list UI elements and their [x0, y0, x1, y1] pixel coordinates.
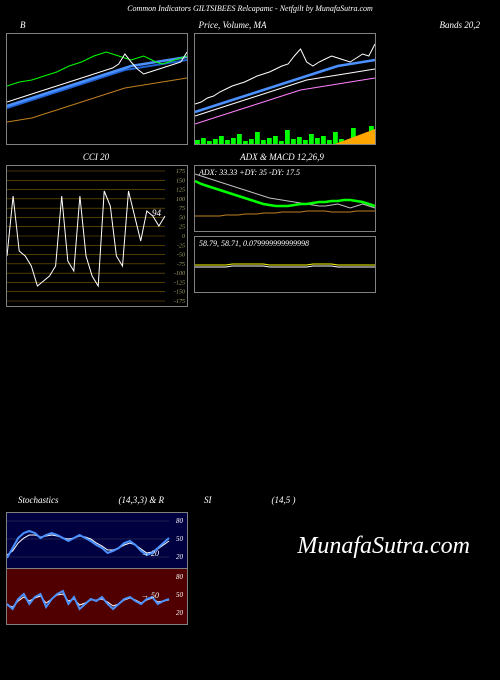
svg-text:80: 80: [176, 573, 184, 581]
svg-text:25: 25: [179, 225, 185, 231]
stoch-top-chart: 80 50 20 → 20: [6, 512, 188, 569]
svg-text:50: 50: [176, 535, 184, 543]
watermark: MunafaSutra.com: [297, 533, 470, 560]
stoch-top-anno: → 20: [141, 549, 159, 558]
svg-text:-75: -75: [177, 262, 185, 268]
price-volume-chart: [194, 33, 376, 145]
bollinger-chart: [6, 33, 188, 145]
price-volume-panel: [194, 33, 376, 145]
bollinger-title-right: Bands 20,2: [439, 17, 480, 33]
svg-text:-125: -125: [174, 280, 185, 286]
svg-text:-50: -50: [177, 253, 185, 259]
macd-chart: 58.79, 58.71, 0.079999999999998: [194, 236, 376, 293]
svg-text:80: 80: [176, 517, 184, 525]
svg-text:0: 0: [182, 234, 185, 240]
svg-text:50: 50: [179, 215, 185, 221]
page-header: Common Indicators GILTSIBEES Relcapamc -…: [0, 0, 500, 17]
cci-panel: 175 150 125 100 75 50 25 0 -25 -50 -75 -100 -125 -150…: [6, 165, 188, 307]
macd-label: 58.79, 58.71, 0.079999999999998: [199, 239, 309, 248]
stoch-bot-anno: → 50: [141, 591, 159, 600]
svg-text:94: 94: [152, 208, 162, 218]
stoch-title-left: Stochastics: [18, 495, 59, 505]
svg-text:20: 20: [176, 553, 184, 561]
svg-text:-100: -100: [174, 271, 185, 277]
svg-text:20: 20: [176, 609, 184, 617]
svg-text:75: 75: [179, 206, 185, 212]
svg-text:100: 100: [176, 197, 185, 203]
svg-text:150: 150: [176, 178, 185, 184]
adx-label: ADX: 33.33 +DY: 35 -DY: 17.5: [199, 168, 300, 177]
svg-text:-150: -150: [174, 290, 185, 296]
bollinger-title-left: B: [20, 17, 26, 33]
svg-text:50: 50: [176, 591, 184, 599]
svg-text:125: 125: [176, 188, 185, 194]
macd-panel: 58.79, 58.71, 0.079999999999998: [194, 236, 376, 293]
cci-chart: 175 150 125 100 75 50 25 0 -25 -50 -75 -100 -125 -150…: [6, 165, 188, 307]
stoch-title-si: SI: [204, 495, 212, 505]
adx-panel: ADX: 33.33 +DY: 35 -DY: 17.5: [194, 165, 376, 232]
svg-text:-25: -25: [177, 243, 185, 249]
adx-title: ADX & MACD 12,26,9: [192, 149, 372, 165]
stoch-title-right: (14,5 ): [272, 495, 296, 505]
adx-chart: ADX: 33.33 +DY: 35 -DY: 17.5: [194, 165, 376, 232]
svg-text:-175: -175: [174, 299, 185, 305]
cci-title: CCI 20: [6, 149, 186, 165]
stoch-title-mid: (14,3,3) & R: [119, 495, 165, 505]
bollinger-panel: [6, 33, 188, 145]
stoch-bot-chart: 80 50 20 → 50: [6, 569, 188, 625]
svg-text:175: 175: [176, 169, 185, 175]
price-title: Price, Volume, MA: [199, 17, 267, 33]
